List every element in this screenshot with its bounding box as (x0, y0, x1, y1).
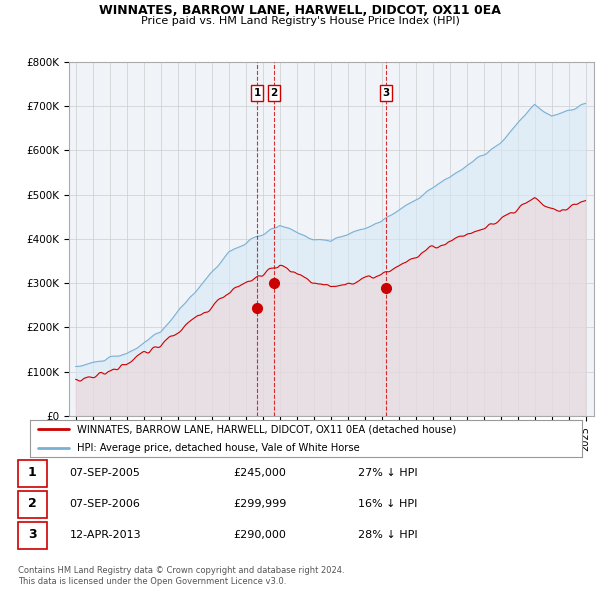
Text: £299,999: £299,999 (234, 499, 287, 509)
Text: HPI: Average price, detached house, Vale of White Horse: HPI: Average price, detached house, Vale… (77, 443, 359, 453)
Text: 28% ↓ HPI: 28% ↓ HPI (358, 530, 417, 539)
Text: WINNATES, BARROW LANE, HARWELL, DIDCOT, OX11 0EA (detached house): WINNATES, BARROW LANE, HARWELL, DIDCOT, … (77, 424, 456, 434)
Text: 2: 2 (271, 88, 278, 98)
Text: 27% ↓ HPI: 27% ↓ HPI (358, 468, 417, 477)
Bar (18, 522, 47, 549)
Text: 12-APR-2013: 12-APR-2013 (70, 530, 141, 539)
Text: Contains HM Land Registry data © Crown copyright and database right 2024.
This d: Contains HM Land Registry data © Crown c… (18, 566, 344, 586)
Text: 16% ↓ HPI: 16% ↓ HPI (358, 499, 417, 509)
Text: 1: 1 (254, 88, 261, 98)
Text: 3: 3 (383, 88, 390, 98)
Text: 07-SEP-2005: 07-SEP-2005 (70, 468, 140, 477)
Text: WINNATES, BARROW LANE, HARWELL, DIDCOT, OX11 0EA: WINNATES, BARROW LANE, HARWELL, DIDCOT, … (99, 4, 501, 17)
Text: Price paid vs. HM Land Registry's House Price Index (HPI): Price paid vs. HM Land Registry's House … (140, 16, 460, 26)
Text: £245,000: £245,000 (234, 468, 287, 477)
Bar (18, 460, 47, 487)
Text: 1: 1 (28, 466, 37, 479)
Text: 07-SEP-2006: 07-SEP-2006 (70, 499, 140, 509)
Text: £290,000: £290,000 (234, 530, 287, 539)
Bar (18, 491, 47, 518)
Text: 2: 2 (28, 497, 37, 510)
Text: 3: 3 (28, 528, 37, 541)
